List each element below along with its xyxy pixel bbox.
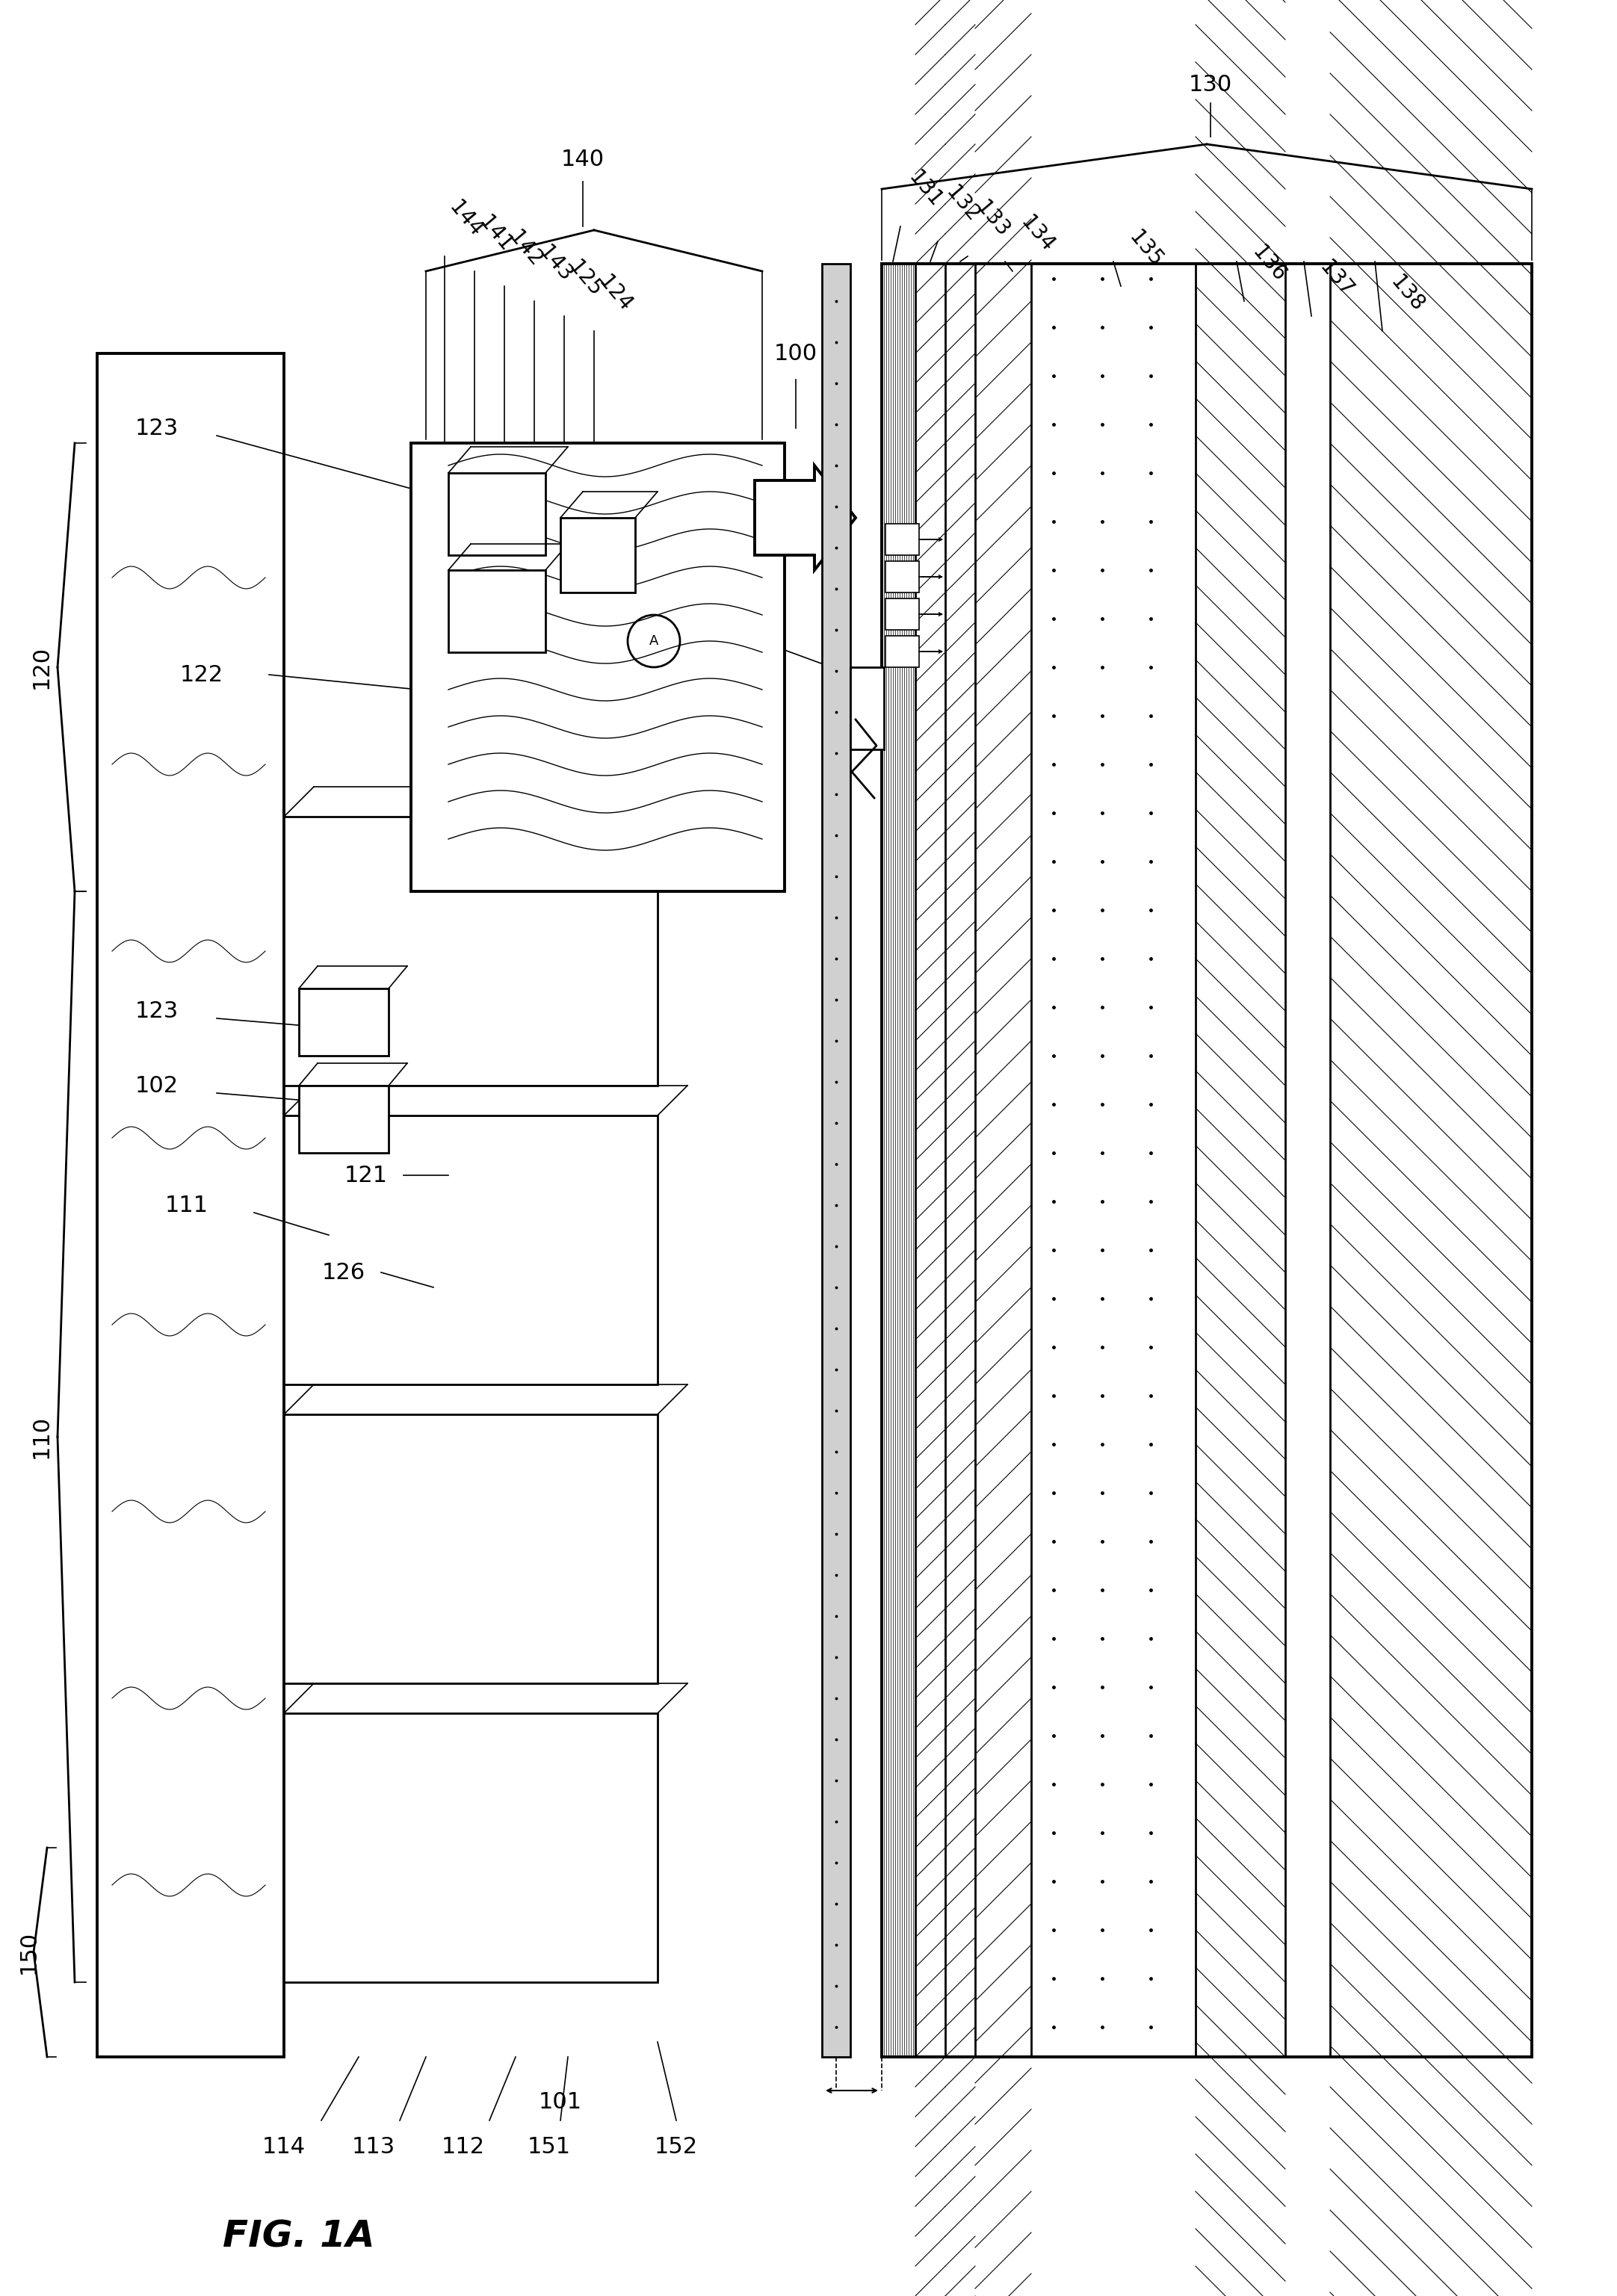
Bar	[886, 636, 918, 668]
Bar	[886, 560, 918, 592]
Bar	[946, 264, 975, 2057]
Bar	[881, 264, 915, 2057]
Text: 100: 100	[775, 342, 818, 365]
Text: 112: 112	[441, 2135, 485, 2158]
Text: 131: 131	[904, 168, 946, 211]
Text: 142: 142	[505, 227, 547, 271]
Text: 123: 123	[136, 1001, 179, 1022]
Bar	[285, 1116, 658, 1384]
Text: FIG. 1A: FIG. 1A	[223, 2218, 375, 2255]
Text: 144: 144	[445, 197, 487, 241]
Bar	[975, 264, 1032, 2057]
Bar	[285, 1414, 658, 1683]
Text: 138: 138	[1386, 271, 1428, 315]
Bar	[915, 264, 946, 2057]
Text: 123: 123	[136, 418, 179, 439]
Bar	[1331, 264, 1531, 2057]
Bar	[285, 817, 658, 1086]
Text: A: A	[648, 634, 658, 647]
Text: 120: 120	[31, 645, 52, 689]
Bar	[881, 264, 1531, 2057]
Text: 136: 136	[1248, 241, 1289, 285]
Text: 126: 126	[322, 1261, 365, 1283]
Text: 124: 124	[593, 271, 635, 315]
Text: 122: 122	[179, 664, 223, 687]
Bar	[448, 473, 545, 556]
Bar	[299, 1086, 388, 1153]
Text: 111: 111	[165, 1194, 209, 1217]
Text: 141: 141	[474, 211, 516, 255]
Text: 114: 114	[262, 2135, 306, 2158]
Text: 151: 151	[527, 2135, 571, 2158]
Bar	[886, 599, 918, 629]
Text: 143: 143	[534, 241, 576, 285]
Text: 101: 101	[538, 2092, 582, 2112]
Bar	[97, 354, 285, 2057]
Text: 135: 135	[1124, 227, 1166, 271]
Text: 140: 140	[561, 149, 605, 170]
Bar	[411, 443, 784, 891]
Text: 134: 134	[1015, 211, 1058, 255]
Bar	[851, 668, 884, 748]
Text: 145: 145	[569, 560, 611, 581]
Text: 125: 125	[564, 257, 606, 301]
Bar	[448, 569, 545, 652]
Text: 130: 130	[1188, 73, 1232, 94]
Text: 137: 137	[1315, 257, 1357, 301]
Bar	[285, 1713, 658, 1981]
Bar	[821, 264, 851, 2057]
Text: 113: 113	[353, 2135, 396, 2158]
FancyArrow shape	[755, 466, 855, 569]
Bar	[1286, 264, 1331, 2057]
Text: 152: 152	[655, 2135, 699, 2158]
Bar	[299, 990, 388, 1056]
Text: 150: 150	[18, 1931, 39, 1975]
Bar	[561, 519, 635, 592]
Text: 110: 110	[31, 1414, 52, 1458]
Bar	[1195, 264, 1286, 2057]
Text: 102: 102	[136, 1075, 178, 1097]
Text: 132: 132	[941, 181, 983, 225]
Bar	[886, 523, 918, 556]
Text: 133: 133	[972, 197, 1012, 241]
Text: 121: 121	[344, 1164, 388, 1187]
